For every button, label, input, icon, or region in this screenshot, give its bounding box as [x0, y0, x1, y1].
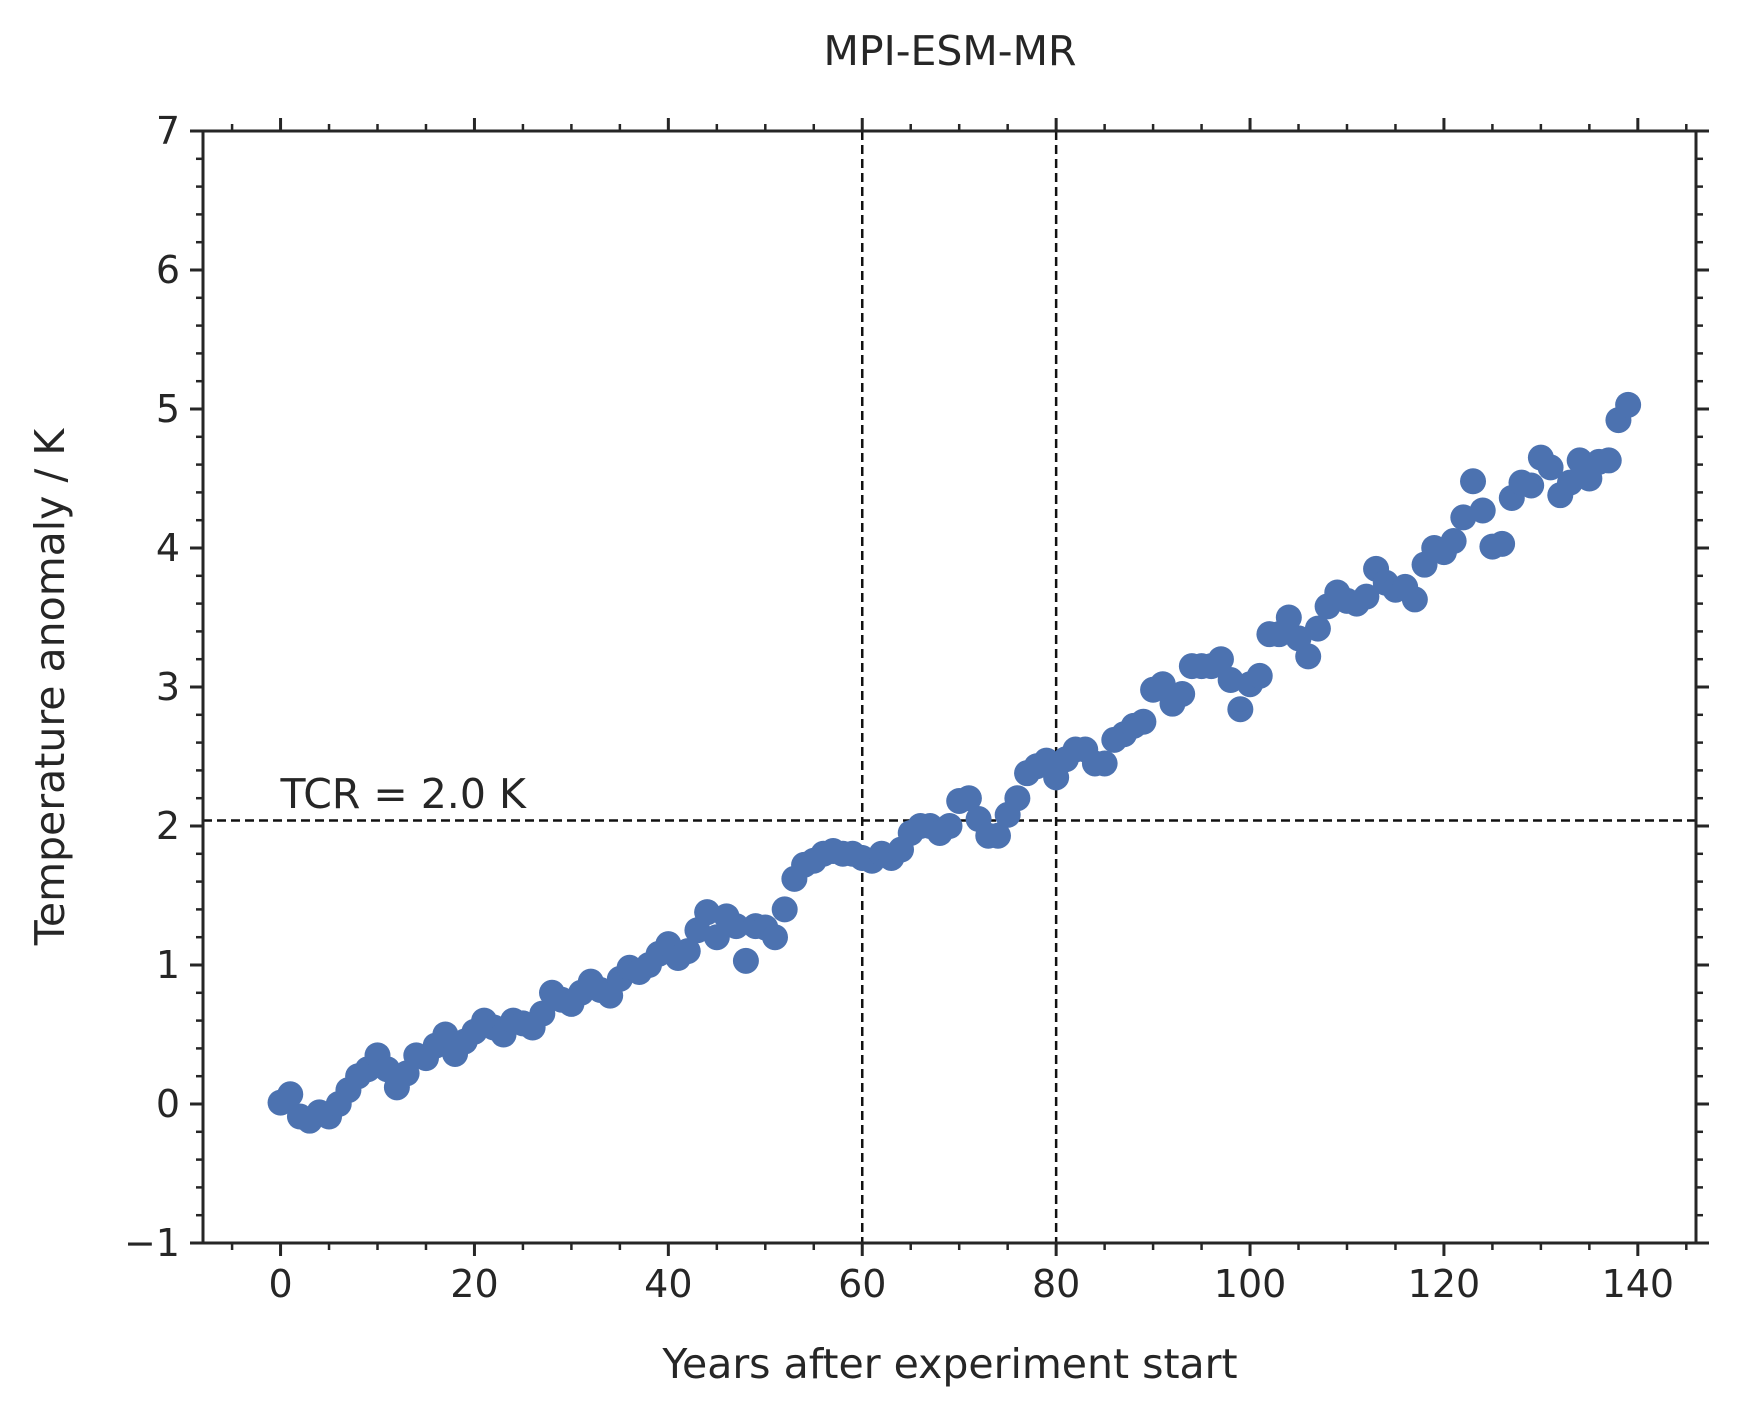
y-tick-label: 2 — [156, 804, 180, 848]
reference-lines — [203, 131, 1696, 1243]
data-point — [1440, 528, 1467, 555]
data-point — [1227, 696, 1254, 723]
data-point — [1469, 497, 1496, 524]
y-tick-label: 4 — [156, 526, 180, 570]
data-point — [771, 896, 798, 923]
data-point — [1401, 586, 1428, 613]
x-tick-label: 80 — [1032, 1262, 1080, 1306]
y-tick-label: 1 — [156, 943, 180, 987]
data-point — [1275, 604, 1302, 631]
data-point — [674, 938, 701, 965]
data-point — [955, 785, 982, 812]
y-tick-label: −1 — [124, 1221, 180, 1265]
data-point — [1489, 530, 1516, 557]
data-point — [761, 924, 788, 951]
data-point — [1130, 708, 1157, 735]
chart-title: MPI-ESM-MR — [824, 27, 1077, 75]
data-point — [1353, 583, 1380, 610]
data-point — [723, 913, 750, 940]
x-tick-label: 20 — [450, 1262, 498, 1306]
data-point — [936, 813, 963, 839]
data-point — [703, 924, 730, 951]
data-point — [1460, 468, 1487, 495]
y-tick-label: 5 — [156, 387, 180, 431]
x-tick-label: 0 — [268, 1262, 292, 1306]
plot-frame — [201, 129, 1698, 1245]
data-point — [1595, 447, 1622, 474]
data-point — [1518, 472, 1545, 499]
data-point — [1295, 643, 1322, 670]
data-point — [1169, 680, 1196, 707]
x-tick-label: 60 — [838, 1262, 886, 1306]
data-point — [1556, 469, 1583, 496]
x-tick-label: 100 — [1214, 1262, 1287, 1306]
data-point — [1217, 667, 1244, 694]
y-tick-label: 3 — [156, 665, 180, 709]
data-point — [1246, 662, 1273, 689]
y-tick-label: 6 — [156, 248, 180, 292]
data-point — [1207, 646, 1234, 673]
x-tick-label: 120 — [1408, 1262, 1481, 1306]
data-point — [694, 899, 721, 926]
x-tick-label: 140 — [1602, 1262, 1675, 1306]
data-point — [1091, 750, 1118, 777]
data-point — [984, 822, 1011, 849]
data-point — [732, 947, 759, 974]
data-points — [267, 391, 1642, 1134]
data-point — [1537, 454, 1564, 481]
data-point — [277, 1081, 304, 1108]
y-axis-label: Temperature anomaly / K — [26, 428, 74, 947]
x-tick-label: 40 — [644, 1262, 692, 1306]
axis-ticks: 0 20 40 60 80 100 120 140 −1 0 1 2 3 4 5 6 7 — [124, 109, 1709, 1306]
data-point — [1149, 671, 1176, 698]
data-point — [1615, 391, 1642, 418]
data-point — [1304, 615, 1331, 642]
y-tick-label: 7 — [156, 109, 180, 153]
data-point — [1004, 785, 1031, 812]
data-point — [529, 1000, 556, 1027]
y-tick-label: 0 — [156, 1082, 180, 1126]
x-axis-label: Years after experiment start — [661, 1340, 1237, 1388]
tcr-annotation: TCR = 2.0 K — [280, 770, 527, 818]
